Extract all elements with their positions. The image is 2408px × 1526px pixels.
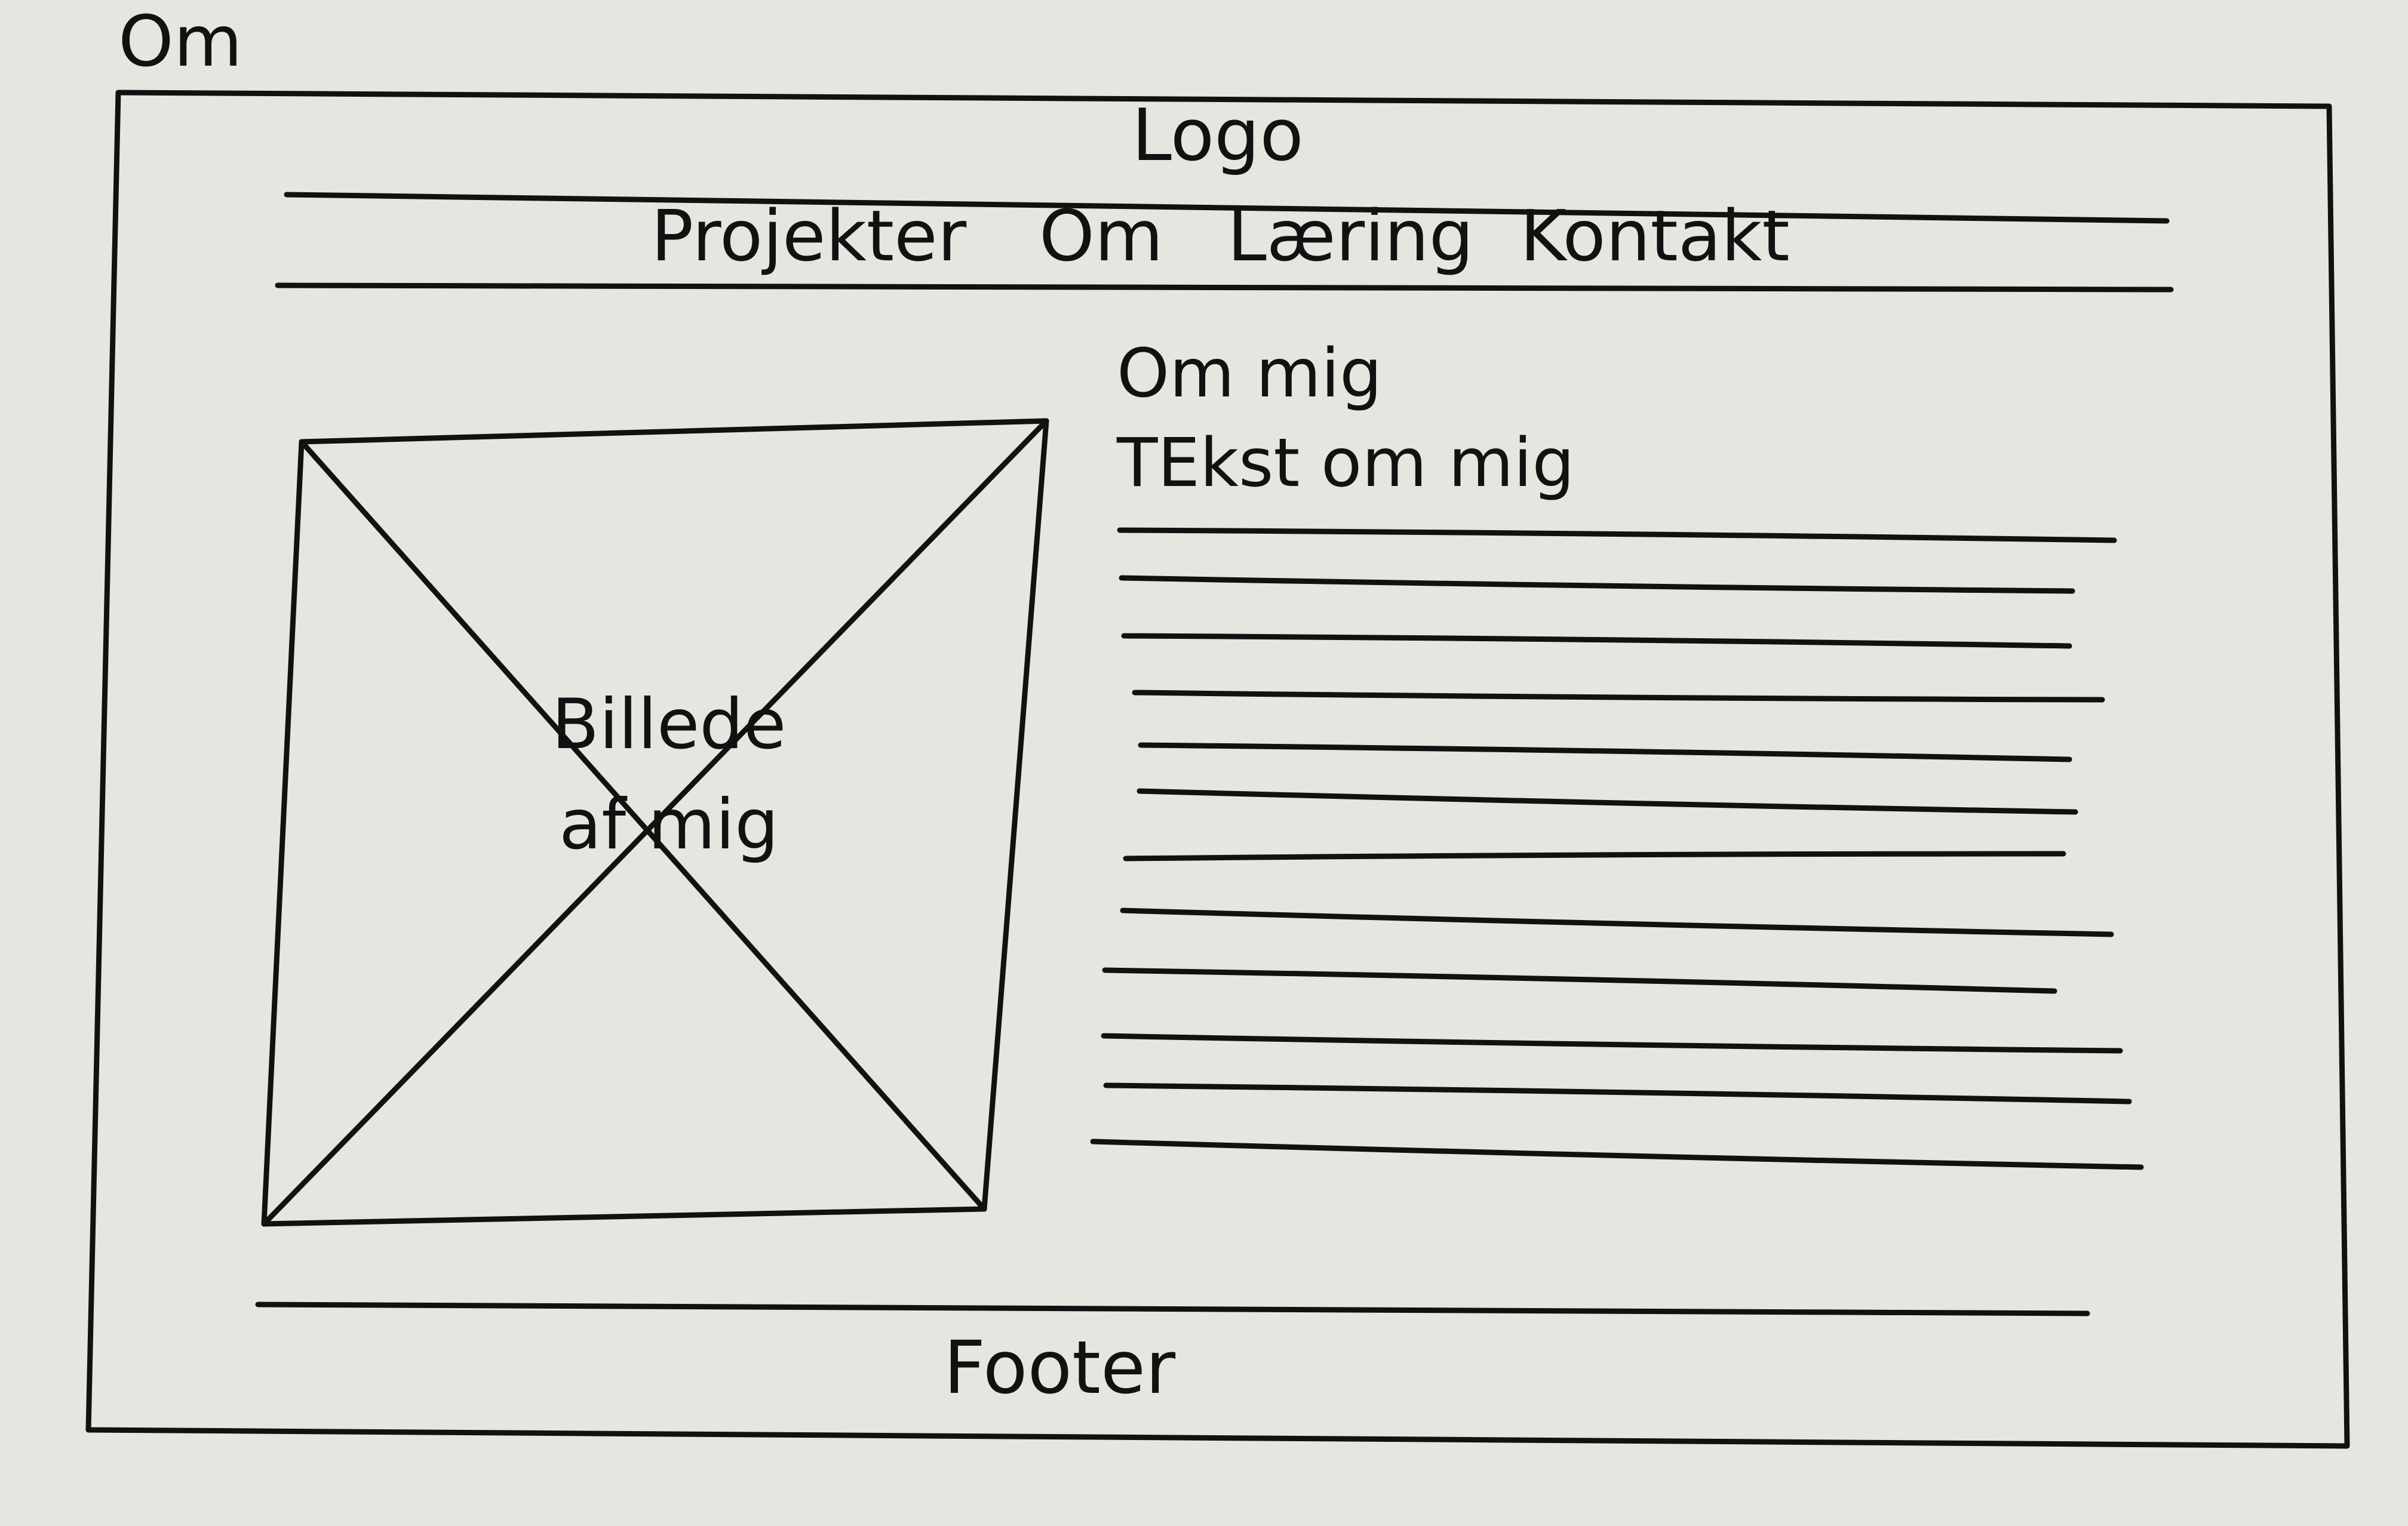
footer-label: Footer	[944, 1325, 1176, 1410]
about-text-line	[1121, 633, 2072, 649]
nav-item-kontakt[interactable]: Kontakt	[1520, 195, 1790, 277]
image-placeholder-caption: Billede af mig	[551, 684, 787, 866]
about-text-line	[1090, 1139, 2144, 1170]
page-label: Om	[118, 0, 242, 82]
about-text-line	[1102, 967, 2057, 994]
image-cross-2	[261, 418, 1049, 1227]
nav-item-om[interactable]: Om	[1039, 195, 1163, 277]
logo-divider	[284, 192, 2170, 224]
about-text-line	[1103, 1082, 2132, 1104]
logo[interactable]: Logo	[1132, 94, 1304, 177]
about-text-line	[1117, 527, 2117, 543]
about-text-line	[1101, 1033, 2123, 1054]
about-heading: Om mig	[1117, 335, 1383, 413]
page-frame	[85, 90, 2350, 1449]
nav-item-laering[interactable]: Læring	[1227, 195, 1474, 277]
about-text-line	[1138, 742, 2072, 762]
about-text-label: TEkst om mig	[1117, 424, 1575, 502]
about-text-line	[1119, 575, 2075, 594]
about-text-lines	[1090, 527, 2144, 1170]
footer-divider	[255, 1302, 2090, 1316]
nav-item-projekter[interactable]: Projekter	[651, 195, 967, 277]
about-text-line	[1132, 690, 2105, 703]
image-cross-1	[299, 439, 987, 1212]
about-text-line	[1137, 788, 2078, 815]
about-text-line	[1120, 907, 2114, 937]
about-text-line	[1123, 851, 2066, 862]
nav-divider	[275, 282, 2174, 293]
